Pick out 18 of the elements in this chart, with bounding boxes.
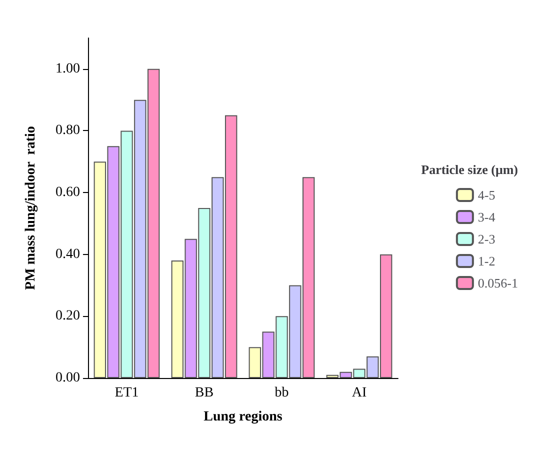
- y-tick-label: 0.00: [56, 370, 80, 386]
- y-axis-title: PM mass lung/indoor ratio: [24, 126, 38, 290]
- x-tick-label: bb: [274, 386, 289, 400]
- legend-label: 1-2: [478, 254, 496, 268]
- legend-label: 2-3: [478, 232, 496, 246]
- y-tick-label: 1.00: [56, 61, 80, 76]
- legend-title: Particle size (μm): [421, 162, 518, 177]
- y-tick-label: 0.20: [56, 308, 80, 324]
- y-tick-label: 0.60: [56, 185, 80, 200]
- legend-label: 4-5: [478, 188, 496, 202]
- legend-label: 3-4: [478, 210, 496, 224]
- y-tick-label: 0.40: [56, 246, 80, 262]
- x-tick-label: ET1: [114, 386, 139, 400]
- x-tick-label: AI: [352, 386, 367, 400]
- y-tick-label: 0.80: [56, 123, 80, 138]
- x-tick-label: BB: [194, 386, 214, 400]
- x-axis-title: Lung regions: [204, 410, 283, 424]
- legend-label: 0.056-1: [478, 276, 518, 290]
